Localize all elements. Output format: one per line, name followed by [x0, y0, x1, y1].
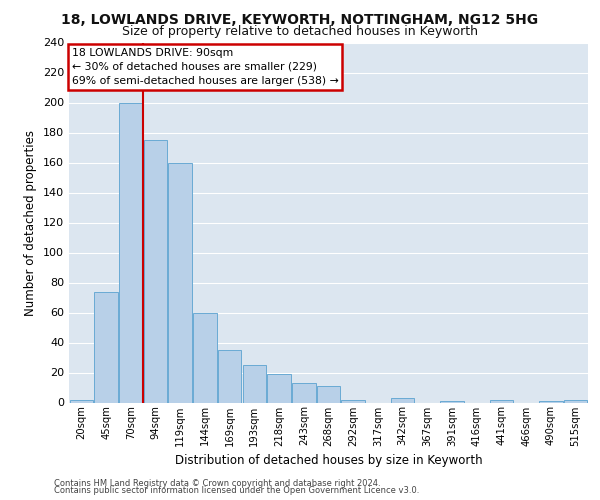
Text: Size of property relative to detached houses in Keyworth: Size of property relative to detached ho… — [122, 25, 478, 38]
Text: 18 LOWLANDS DRIVE: 90sqm
← 30% of detached houses are smaller (229)
69% of semi-: 18 LOWLANDS DRIVE: 90sqm ← 30% of detach… — [71, 48, 338, 86]
Bar — [490, 400, 513, 402]
Bar — [242, 365, 266, 403]
Y-axis label: Number of detached properties: Number of detached properties — [25, 130, 37, 316]
Bar — [268, 374, 291, 402]
Bar — [218, 350, 241, 403]
Bar — [144, 140, 167, 402]
Bar — [119, 102, 143, 403]
Bar — [169, 162, 192, 402]
Bar — [292, 383, 316, 402]
Bar — [440, 401, 464, 402]
Bar — [341, 400, 365, 402]
Text: Contains HM Land Registry data © Crown copyright and database right 2024.: Contains HM Land Registry data © Crown c… — [54, 478, 380, 488]
X-axis label: Distribution of detached houses by size in Keyworth: Distribution of detached houses by size … — [175, 454, 482, 467]
Bar — [94, 292, 118, 403]
Bar — [564, 400, 587, 402]
Text: 18, LOWLANDS DRIVE, KEYWORTH, NOTTINGHAM, NG12 5HG: 18, LOWLANDS DRIVE, KEYWORTH, NOTTINGHAM… — [61, 12, 539, 26]
Bar — [70, 400, 93, 402]
Bar — [391, 398, 415, 402]
Bar — [193, 312, 217, 402]
Bar — [317, 386, 340, 402]
Bar — [539, 401, 563, 402]
Text: Contains public sector information licensed under the Open Government Licence v3: Contains public sector information licen… — [54, 486, 419, 495]
